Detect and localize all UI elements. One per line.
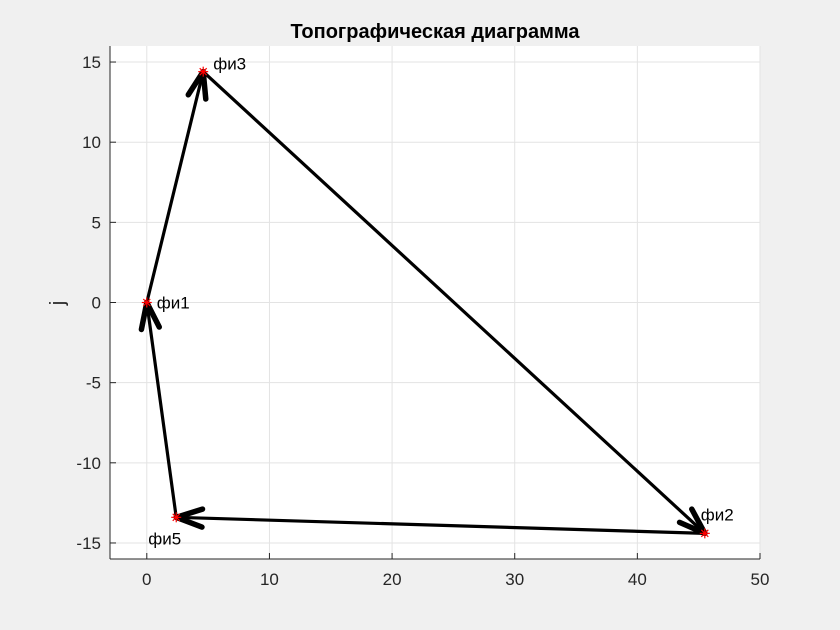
marker-stroke	[700, 529, 709, 538]
point-label: фи5	[148, 529, 181, 548]
point-labels: фи1 фи3 фи2 фи5	[148, 55, 734, 549]
x-ticks: 0 10 20 30 40 50	[142, 553, 769, 589]
marker-stroke	[172, 513, 181, 522]
y-tick-label: 0	[92, 294, 101, 313]
marker-stroke	[142, 298, 151, 307]
y-tick-label: -5	[86, 374, 101, 393]
x-tick-label: 0	[142, 570, 151, 589]
x-tick-label: 20	[383, 570, 402, 589]
point-marker	[141, 297, 152, 308]
arrow-line	[201, 70, 707, 535]
arrow-line	[145, 300, 178, 519]
arrow-line	[145, 70, 205, 305]
x-tick-label: 10	[260, 570, 279, 589]
x-tick-label: 30	[505, 570, 524, 589]
y-tick-label: 15	[82, 53, 101, 72]
grid	[110, 46, 761, 559]
point-label: фи1	[157, 294, 190, 313]
point-label: фи3	[213, 55, 246, 74]
y-tick-label: 5	[92, 213, 101, 232]
y-tick-label: -15	[76, 534, 101, 553]
point-label: фи2	[701, 505, 734, 524]
chart-title: Топографическая диаграмма	[290, 21, 580, 43]
y-tick-label: -10	[76, 454, 101, 473]
y-axis-label: j	[47, 301, 69, 306]
markers	[141, 66, 710, 539]
point-marker	[171, 512, 182, 523]
point-marker	[699, 528, 710, 539]
point-marker	[198, 66, 209, 77]
x-tick-label: 40	[628, 570, 647, 589]
y-ticks: -15 -10 -5 0 5 10 15	[76, 53, 116, 553]
arrow-line	[174, 515, 707, 535]
x-tick-label: 50	[751, 570, 770, 589]
y-tick-label: 10	[82, 133, 101, 152]
marker-stroke	[199, 67, 208, 76]
